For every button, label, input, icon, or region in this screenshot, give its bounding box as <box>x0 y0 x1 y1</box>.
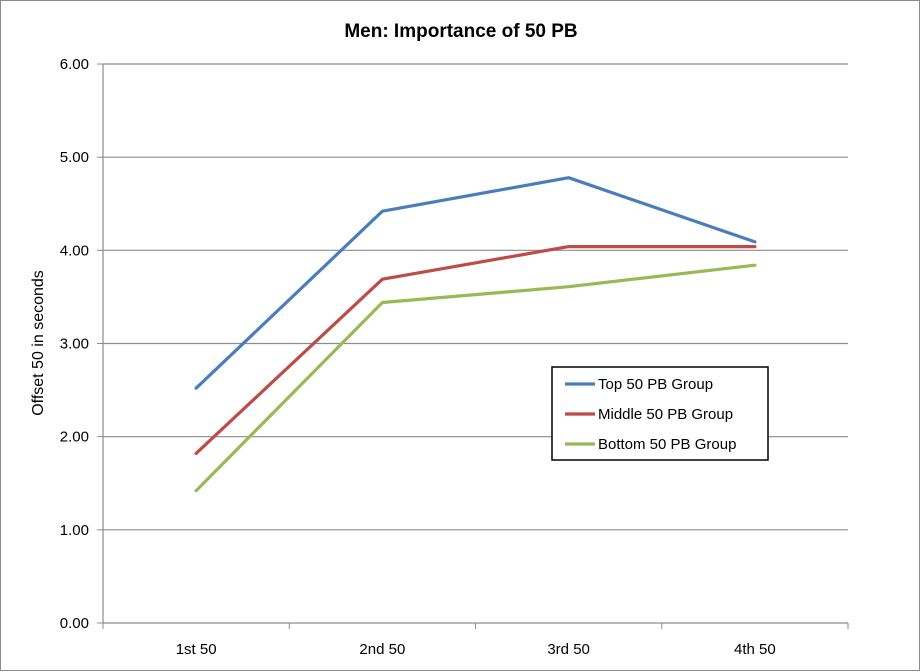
chart-title: Men: Importance of 50 PB <box>344 21 577 42</box>
y-tick-label: 1.00 <box>60 522 89 539</box>
gridlines <box>103 63 848 531</box>
x-tick-labels: 1st 50 2nd 50 3rd 50 4th 50 <box>176 641 776 658</box>
series-line-1 <box>194 176 757 390</box>
legend-label: Bottom 50 PB Group <box>598 436 736 453</box>
y-tick-label: 6.00 <box>60 56 89 73</box>
y-axis-title: Offset 50 in seconds <box>30 270 47 416</box>
x-tick-label: 2nd 50 <box>359 641 405 658</box>
series-line-3 <box>194 263 757 493</box>
legend-label: Middle 50 PB Group <box>598 406 733 423</box>
y-tick-label: 0.00 <box>60 615 89 632</box>
axes <box>97 63 849 629</box>
series-line-2 <box>194 245 757 455</box>
series-lines <box>194 176 757 493</box>
x-tick-label: 1st 50 <box>176 641 217 658</box>
y-tick-label: 2.00 <box>60 429 89 446</box>
y-tick-labels: 0.00 1.00 2.00 3.00 4.00 5.00 6.00 <box>60 56 89 632</box>
legend: Top 50 PB Group Middle 50 PB Group Bottom … <box>551 366 769 461</box>
y-tick-label: 4.00 <box>60 242 89 259</box>
legend-label: Top 50 PB Group <box>598 376 713 393</box>
x-tick-label: 4th 50 <box>734 641 776 658</box>
y-tick-label: 5.00 <box>60 149 89 166</box>
x-tick-label: 3rd 50 <box>547 641 590 658</box>
y-tick-label: 3.00 <box>60 336 89 353</box>
